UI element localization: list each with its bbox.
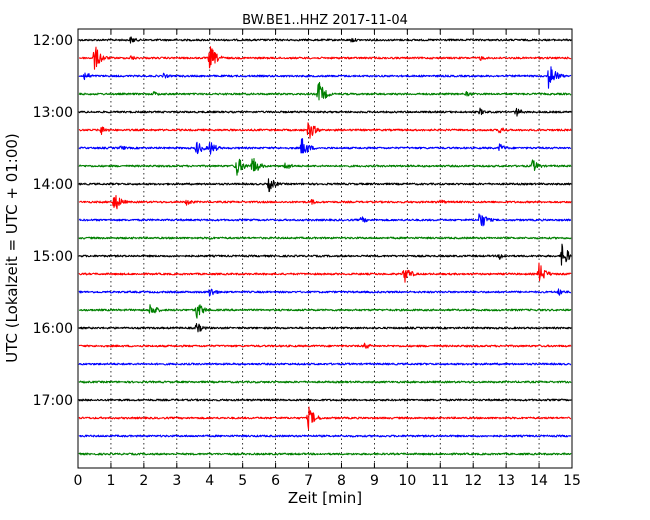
seismogram-trace [78, 36, 572, 44]
grid-layer [110, 29, 540, 468]
seismogram-trace [78, 213, 572, 227]
seismogram-trace [78, 342, 572, 349]
x-tick-label: 1 [106, 473, 115, 489]
trace-layer [78, 36, 572, 456]
x-tick-label: 15 [563, 473, 581, 489]
seismogram-trace [78, 452, 572, 456]
x-tick-label: 4 [205, 473, 214, 489]
plot-area [78, 29, 572, 468]
x-tick-label: 8 [337, 473, 346, 489]
y-tick-label: 12:00 [33, 33, 73, 49]
x-tick-label: 0 [74, 473, 83, 489]
x-tick-label: 5 [238, 473, 247, 489]
seismogram-trace [78, 398, 572, 402]
x-axis-label: Zeit [min] [288, 489, 362, 507]
x-tick-label: 3 [172, 473, 181, 489]
seismogram-trace [78, 138, 572, 155]
y-axis-label: UTC (Lokalzeit = UTC + 01:00) [3, 133, 21, 363]
seismogram-trace [78, 406, 572, 430]
y-tick-label: 13:00 [33, 105, 73, 121]
seismogram-trace [78, 157, 572, 176]
seismogram-trace [78, 46, 572, 70]
seismogram-trace [78, 66, 572, 89]
x-tick-label: 2 [139, 473, 148, 489]
seismogram-trace [78, 243, 572, 266]
x-tick-label: 9 [370, 473, 379, 489]
tick-layer: 0 1 2 3 4 5 6 7 8 9 10 11 12 13 14 1512:0013:0014:0015:… [33, 29, 581, 489]
y-tick-label: 15:00 [33, 249, 73, 265]
seismogram-trace [78, 434, 572, 438]
y-tick-label: 16:00 [33, 321, 73, 337]
x-tick-label: 13 [497, 473, 515, 489]
seismogram-trace [78, 362, 572, 366]
chart-title: BW.BE1..HHZ 2017-11-04 [242, 13, 408, 28]
seismogram-trace [78, 262, 572, 283]
seismogram-trace [78, 304, 572, 319]
seismogram-trace [78, 107, 572, 117]
seismogram-trace [78, 323, 572, 333]
x-tick-label: 10 [398, 473, 416, 489]
seismogram-trace [78, 81, 572, 101]
seismogram-trace [78, 122, 572, 139]
seismogram-trace [78, 178, 572, 193]
y-tick-label: 14:00 [33, 177, 73, 193]
plot-frame [77, 28, 573, 469]
x-tick-label: 6 [271, 473, 280, 489]
y-tick-label: 17:00 [33, 393, 73, 409]
seismogram-trace [78, 288, 572, 297]
seismogram-trace [78, 195, 572, 210]
x-tick-label: 7 [304, 473, 313, 489]
x-tick-label: 11 [431, 473, 449, 489]
x-tick-label: 12 [464, 473, 482, 489]
seismogram-trace [78, 236, 572, 240]
x-tick-label: 14 [530, 473, 548, 489]
seismogram-trace [78, 380, 572, 384]
